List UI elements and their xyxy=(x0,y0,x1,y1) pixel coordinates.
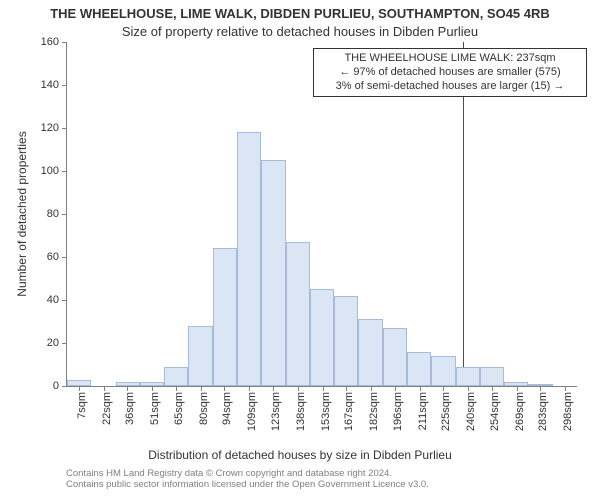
x-tick-label: 254sqm xyxy=(489,392,501,431)
x-tick xyxy=(468,386,469,391)
x-tick xyxy=(443,386,444,391)
x-tick-label: 109sqm xyxy=(246,392,258,431)
histogram-bar xyxy=(310,289,334,386)
annotation-line: 3% of semi-detached houses are larger (1… xyxy=(314,80,586,94)
x-tick-label: 196sqm xyxy=(392,392,404,431)
x-tick xyxy=(176,386,177,391)
x-tick xyxy=(79,386,80,391)
x-tick xyxy=(517,386,518,391)
x-tick xyxy=(201,386,202,391)
x-tick xyxy=(273,386,274,391)
x-tick xyxy=(371,386,372,391)
x-tick-label: 283sqm xyxy=(537,392,549,431)
histogram-bar xyxy=(261,160,285,386)
histogram-bar xyxy=(334,296,358,386)
histogram-bar xyxy=(188,326,212,386)
x-tick xyxy=(152,386,153,391)
y-tick-label: 60 xyxy=(47,251,67,263)
y-tick-label: 0 xyxy=(53,380,67,392)
x-tick-label: 138sqm xyxy=(295,392,307,431)
x-tick xyxy=(492,386,493,391)
x-tick-label: 240sqm xyxy=(465,392,477,431)
y-tick-label: 40 xyxy=(47,294,67,306)
y-tick-label: 80 xyxy=(47,208,67,220)
histogram-bar xyxy=(358,319,382,386)
x-tick xyxy=(540,386,541,391)
histogram-bar xyxy=(237,132,261,386)
histogram-bar xyxy=(407,352,431,386)
x-tick-label: 153sqm xyxy=(320,392,332,431)
x-tick-label: 80sqm xyxy=(198,392,210,425)
y-tick-label: 120 xyxy=(41,122,67,134)
chart-subtitle: Size of property relative to detached ho… xyxy=(0,24,600,39)
histogram-bar xyxy=(286,242,310,386)
histogram-bar xyxy=(383,328,407,386)
x-tick-label: 182sqm xyxy=(368,392,380,431)
x-tick xyxy=(323,386,324,391)
x-tick-label: 298sqm xyxy=(562,392,574,431)
x-tick-label: 22sqm xyxy=(101,392,113,425)
x-tick-label: 7sqm xyxy=(76,392,88,419)
histogram-bar xyxy=(456,367,480,386)
x-axis-label: Distribution of detached houses by size … xyxy=(0,448,600,462)
x-tick xyxy=(104,386,105,391)
x-tick-label: 65sqm xyxy=(173,392,185,425)
annotation-line: ← 97% of detached houses are smaller (57… xyxy=(314,66,586,80)
x-tick-label: 36sqm xyxy=(124,392,136,425)
y-tick-label: 20 xyxy=(47,337,67,349)
y-tick-label: 100 xyxy=(41,165,67,177)
x-tick-label: 269sqm xyxy=(514,392,526,431)
x-tick xyxy=(346,386,347,391)
y-axis-label: Number of detached properties xyxy=(15,131,29,296)
annotation-line: THE WHEELHOUSE LIME WALK: 237sqm xyxy=(314,52,586,66)
y-tick-label: 160 xyxy=(41,36,67,48)
x-tick xyxy=(298,386,299,391)
x-tick xyxy=(224,386,225,391)
x-tick-label: 123sqm xyxy=(270,392,282,431)
x-tick xyxy=(395,386,396,391)
histogram-bar xyxy=(480,367,504,386)
x-tick xyxy=(565,386,566,391)
histogram-bar xyxy=(431,356,455,386)
y-tick-label: 140 xyxy=(41,79,67,91)
x-tick xyxy=(249,386,250,391)
chart-title: THE WHEELHOUSE, LIME WALK, DIBDEN PURLIE… xyxy=(0,6,600,21)
annotation-box: THE WHEELHOUSE LIME WALK: 237sqm← 97% of… xyxy=(313,48,587,97)
x-tick xyxy=(127,386,128,391)
x-tick-label: 51sqm xyxy=(149,392,161,425)
x-tick-label: 211sqm xyxy=(417,392,429,430)
histogram-bar xyxy=(213,248,237,386)
footer-attribution: Contains HM Land Registry data © Crown c… xyxy=(66,468,429,490)
x-tick xyxy=(420,386,421,391)
x-tick-label: 225sqm xyxy=(440,392,452,431)
x-tick-label: 94sqm xyxy=(221,392,233,425)
x-tick-label: 167sqm xyxy=(343,392,355,431)
histogram-bar xyxy=(164,367,188,386)
